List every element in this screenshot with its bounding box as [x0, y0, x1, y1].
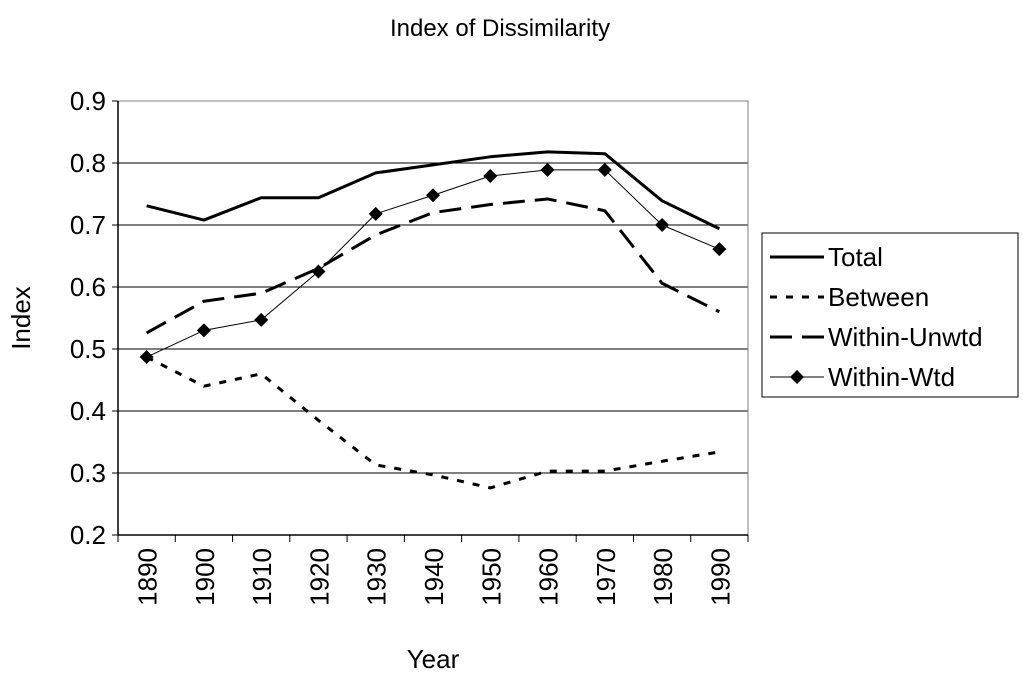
data-point	[597, 162, 612, 177]
data-point	[311, 264, 326, 279]
x-tick-label: 1910	[247, 548, 277, 606]
legend-label: Within-Wtd	[828, 362, 955, 392]
series-line	[145, 197, 721, 335]
y-tick-label: 0.8	[70, 148, 106, 178]
data-point	[483, 169, 498, 184]
y-tick-label: 0.2	[70, 520, 106, 550]
data-point	[139, 350, 154, 365]
y-axis-label: Index	[6, 286, 36, 350]
y-tick-label: 0.5	[70, 334, 106, 364]
legend-label: Within-Unwtd	[828, 322, 983, 352]
data-point	[254, 312, 269, 327]
y-tick-label: 0.9	[70, 86, 106, 116]
series-line	[146, 150, 721, 231]
x-tick-label: 1960	[534, 548, 564, 606]
data-point	[196, 323, 211, 338]
series-line	[145, 355, 720, 490]
x-axis-label: Year	[407, 644, 460, 674]
legend-marker	[790, 370, 804, 384]
y-tick-label: 0.6	[70, 272, 106, 302]
data-point	[712, 242, 727, 257]
x-tick-label: 1990	[705, 548, 735, 606]
y-tick-label: 0.3	[70, 458, 106, 488]
data-point	[368, 206, 383, 221]
legend-label: Between	[828, 282, 929, 312]
y-tick-label: 0.4	[70, 396, 106, 426]
x-tick-label: 1930	[362, 548, 392, 606]
data-point	[426, 188, 440, 203]
y-tick-label: 0.7	[70, 210, 106, 240]
x-tick-label: 1950	[476, 548, 506, 606]
x-tick-label: 1900	[190, 548, 220, 606]
legend-box	[761, 232, 1019, 398]
x-tick-label: 1890	[133, 548, 163, 606]
x-tick-label: 1940	[419, 548, 449, 606]
chart-title: Index of Dissimilarity	[390, 15, 610, 42]
x-tick-label: 1970	[591, 548, 621, 606]
x-tick-label: 1920	[304, 548, 334, 606]
data-point	[655, 218, 670, 232]
x-tick-label: 1980	[648, 548, 678, 606]
data-point	[540, 162, 555, 177]
legend-label: Total	[828, 242, 883, 272]
